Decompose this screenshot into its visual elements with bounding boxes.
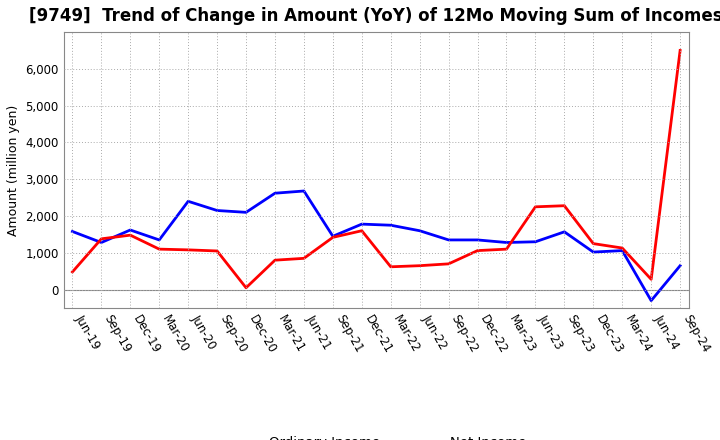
Ordinary Income	[560, 229, 569, 235]
Net Income	[647, 277, 655, 282]
Ordinary Income	[300, 188, 308, 194]
Line: Net Income: Net Income	[73, 51, 680, 288]
Ordinary Income	[618, 248, 626, 253]
Net Income	[415, 263, 424, 268]
Ordinary Income	[473, 237, 482, 242]
Ordinary Income	[415, 228, 424, 233]
Net Income	[589, 241, 598, 246]
Ordinary Income	[387, 223, 395, 228]
Legend: Ordinary Income, Net Income: Ordinary Income, Net Income	[220, 430, 532, 440]
Net Income	[357, 228, 366, 233]
Net Income	[560, 203, 569, 209]
Net Income	[213, 248, 222, 253]
Net Income	[97, 236, 106, 242]
Ordinary Income	[126, 227, 135, 233]
Ordinary Income	[357, 221, 366, 227]
Ordinary Income	[271, 191, 279, 196]
Net Income	[242, 285, 251, 290]
Line: Ordinary Income: Ordinary Income	[73, 191, 680, 301]
Net Income	[618, 246, 626, 251]
Ordinary Income	[184, 199, 192, 204]
Y-axis label: Amount (million yen): Amount (million yen)	[7, 104, 20, 236]
Net Income	[271, 257, 279, 263]
Ordinary Income	[68, 229, 77, 234]
Net Income	[502, 246, 510, 252]
Ordinary Income	[647, 298, 655, 303]
Net Income	[155, 246, 163, 252]
Net Income	[531, 204, 540, 209]
Ordinary Income	[444, 237, 453, 242]
Ordinary Income	[502, 240, 510, 245]
Net Income	[328, 235, 337, 240]
Net Income	[676, 48, 685, 53]
Ordinary Income	[676, 263, 685, 268]
Net Income	[300, 256, 308, 261]
Ordinary Income	[97, 240, 106, 245]
Title: [9749]  Trend of Change in Amount (YoY) of 12Mo Moving Sum of Incomes: [9749] Trend of Change in Amount (YoY) o…	[30, 7, 720, 25]
Net Income	[387, 264, 395, 269]
Net Income	[444, 261, 453, 267]
Net Income	[126, 232, 135, 238]
Net Income	[184, 247, 192, 253]
Ordinary Income	[155, 237, 163, 242]
Ordinary Income	[242, 210, 251, 215]
Ordinary Income	[213, 208, 222, 213]
Net Income	[68, 269, 77, 275]
Ordinary Income	[328, 234, 337, 239]
Net Income	[473, 248, 482, 253]
Ordinary Income	[531, 239, 540, 244]
Ordinary Income	[589, 249, 598, 255]
